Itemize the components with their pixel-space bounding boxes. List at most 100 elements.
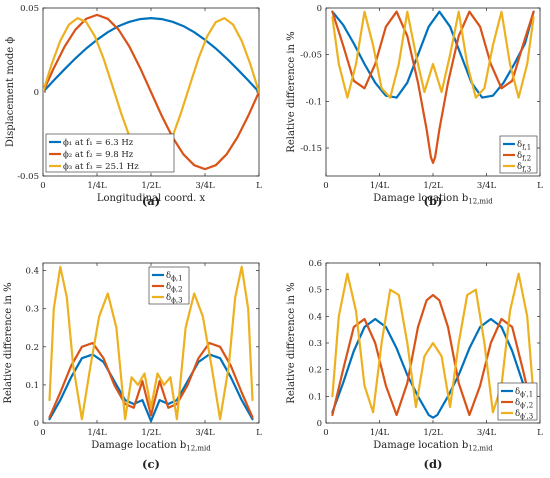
- series-line-1: [331, 10, 535, 99]
- legend: δϕ′,1δϕ′,2δϕ′,3: [497, 382, 538, 421]
- series-line-2: [331, 10, 535, 164]
- y-tick-label: 0.05: [20, 4, 39, 14]
- x-tick-label: 0: [40, 181, 45, 191]
- legend-entry-2-main: δ: [515, 398, 520, 408]
- legend-entry-2-sub: ϕ,2: [171, 286, 182, 294]
- y-tick-label: 0.2: [308, 366, 322, 376]
- chart-panel-3: 0 1/4L 1/2L 3/4L L 0 0.1 0.2 0.3 0.4 Relative diff…: [3, 262, 262, 471]
- y-axis-label: Relative difference in %: [286, 31, 297, 152]
- y-tick-label: 0.4: [25, 267, 39, 277]
- x-tick-label: L: [537, 181, 543, 191]
- panel-label: (a): [142, 194, 160, 208]
- series-line-2: [331, 293, 535, 417]
- legend: δϕ,1δϕ,2δϕ,3: [148, 266, 190, 305]
- x-axis-label-main: Damage location b: [373, 193, 468, 204]
- legend-entry-3: δϕ,3: [166, 293, 183, 305]
- x-tick-label: 0: [323, 181, 328, 191]
- legend-entry-3-sub: ϕ′,3: [520, 413, 533, 421]
- legend-entry-1: δϕ′,1: [515, 387, 533, 399]
- x-tick-label: 1/2L: [141, 181, 161, 191]
- legend-entry-3-sub: ϕ,3: [171, 297, 182, 305]
- y-tick-label: 0: [317, 419, 322, 429]
- legend-entry-1-main: δ: [515, 387, 520, 397]
- x-axis-label-sub: 12,mid: [468, 445, 493, 453]
- legend-box: [45, 133, 175, 173]
- x-tick-label: L: [256, 181, 262, 191]
- panel-label: (c): [142, 457, 160, 471]
- y-tick-label: 0: [34, 419, 39, 429]
- x-axis-label-sub: 12,mid: [186, 445, 211, 453]
- legend-entry-2: ϕ₂ at f₂ = 9.8 Hz: [63, 150, 134, 160]
- x-tick-label: 3/4L: [195, 181, 215, 191]
- legend-entry-1: δϕ,1: [166, 271, 183, 283]
- y-tick-label: 0.1: [25, 381, 39, 391]
- y-tick-label: 0.2: [25, 343, 39, 353]
- x-tick-label: L: [537, 428, 543, 438]
- legend-entry-2: δϕ′,2: [515, 398, 533, 410]
- x-axis-label: Longitudinal coord. x: [97, 193, 206, 204]
- legend-entry-2: δϕ,2: [166, 282, 183, 294]
- series-line-1: [48, 353, 254, 423]
- y-tick-label: 0: [34, 88, 39, 98]
- y-axis-label: Relative difference in %: [3, 282, 14, 403]
- x-axis-label-main: Damage location b: [91, 440, 186, 451]
- y-axis-label: Displacement mode ϕ: [5, 37, 16, 147]
- y-tick-label: -0.15: [300, 144, 322, 154]
- chart-panel-4: 0 1/4L 1/2L 3/4L L 0 0.1 0.2 0.3 0.4 0.5 0.6 Relativ…: [286, 259, 543, 471]
- x-tick-label: 1/2L: [141, 428, 161, 438]
- legend-entry-2-main: δ: [166, 282, 171, 292]
- y-tick-label: 0.3: [25, 305, 39, 315]
- x-tick-label: 1/2L: [423, 428, 443, 438]
- x-tick-label: 1/4L: [87, 428, 107, 438]
- legend-entry-1-main: δ: [166, 271, 171, 281]
- y-tick-label: 0: [317, 4, 322, 14]
- legend-entry-1-sub: f,1: [522, 144, 531, 152]
- x-tick-label: 1/2L: [423, 181, 443, 191]
- series-line-1: [43, 17, 259, 94]
- chart-panel-2: 0 1/4L 1/2L 3/4L L -0.15 -0.1 -0.05 0 Relative di…: [286, 4, 543, 208]
- x-tick-label: 3/4L: [477, 428, 497, 438]
- legend-entry-2-main: δ: [517, 151, 522, 161]
- x-axis-label-main: Damage location b: [373, 440, 468, 451]
- x-tick-label: 3/4L: [477, 181, 497, 191]
- legend-entry-3-main: δ: [515, 409, 520, 419]
- y-tick-label: -0.1: [306, 97, 322, 107]
- legend-entry-3-sub: f,3: [522, 166, 531, 174]
- series-line-2: [48, 341, 254, 419]
- panel-label: (b): [424, 194, 443, 208]
- x-tick-label: 1/4L: [87, 181, 107, 191]
- x-tick-label: 3/4L: [195, 428, 215, 438]
- x-tick-label: 1/4L: [370, 181, 390, 191]
- y-tick-label: 0.3: [308, 339, 322, 349]
- legend-entry-2: δf,2: [517, 151, 531, 163]
- series-line-3: [48, 265, 254, 421]
- legend-entry-3-main: δ: [517, 162, 522, 172]
- x-tick-label: L: [256, 428, 262, 438]
- legend-entry-1: δf,1: [517, 140, 531, 152]
- x-tick-label: 1/4L: [370, 428, 390, 438]
- x-axis-label-sub: 12,mid: [468, 198, 493, 206]
- legend-entry-1: ϕ₁ at f₁ = 6.3 Hz: [63, 138, 134, 148]
- legend: δf,1δf,2δf,3: [499, 135, 538, 174]
- legend-entry-1-sub: ϕ′,1: [520, 391, 533, 399]
- x-axis-label: Damage location b12,mid: [373, 193, 493, 206]
- x-axis-label: Damage location b12,mid: [373, 440, 493, 453]
- legend: ϕ₁ at f₁ = 6.3 Hz ϕ₂ at f₂ = 9.8 Hz ϕ₃ at …: [45, 133, 175, 173]
- x-tick-label: 0: [40, 428, 45, 438]
- y-tick-label: 0.1: [308, 392, 322, 402]
- legend-entry-3: ϕ₃ at f₃ = 25.1 Hz: [63, 162, 139, 172]
- y-axis-label: Relative difference in %: [286, 282, 297, 403]
- x-axis-label: Damage location b12,mid: [91, 440, 211, 453]
- series-line-3: [331, 10, 535, 99]
- y-tick-label: 0.4: [308, 312, 322, 322]
- y-tick-label: -0.05: [300, 51, 322, 61]
- legend-entry-2-sub: ϕ′,2: [520, 402, 533, 410]
- series-line-2: [43, 13, 259, 171]
- legend-entry-3: δϕ′,3: [515, 409, 533, 421]
- y-tick-label: 0.5: [308, 286, 322, 296]
- y-tick-label: -0.05: [17, 172, 39, 182]
- legend-entry-1-sub: ϕ,1: [171, 275, 182, 283]
- legend-entry-3-main: δ: [166, 293, 171, 303]
